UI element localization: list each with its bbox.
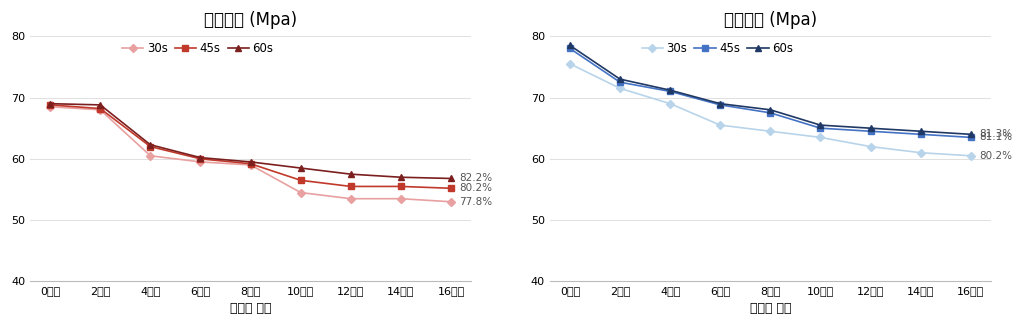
45s: [394, 185, 407, 188]
30s: [144, 154, 156, 158]
Text: 81.1%: 81.1%: [979, 132, 1013, 142]
60s: [664, 88, 677, 92]
45s: [94, 107, 107, 111]
Title: 인장강도 (Mpa): 인장강도 (Mpa): [204, 11, 297, 29]
Text: 80.2%: 80.2%: [459, 183, 492, 193]
45s: [295, 178, 307, 182]
30s: [964, 154, 977, 158]
45s: [714, 103, 726, 107]
45s: [614, 80, 626, 84]
60s: [144, 143, 156, 147]
45s: [764, 111, 776, 115]
30s: [295, 191, 307, 195]
30s: [664, 102, 677, 106]
60s: [614, 77, 626, 81]
30s: [94, 108, 107, 112]
60s: [865, 126, 877, 130]
Legend: 30s, 45s, 60s: 30s, 45s, 60s: [117, 37, 278, 60]
30s: [394, 197, 407, 201]
45s: [664, 89, 677, 93]
60s: [915, 129, 927, 133]
30s: [915, 151, 927, 155]
30s: [244, 163, 257, 167]
Legend: 30s, 45s, 60s: 30s, 45s, 60s: [637, 37, 798, 60]
30s: [44, 105, 56, 109]
X-axis label: 생분해 기간: 생분해 기간: [750, 302, 791, 315]
60s: [345, 172, 357, 176]
45s: [194, 157, 206, 161]
Line: 45s: 45s: [567, 46, 974, 140]
60s: [564, 43, 576, 47]
45s: [564, 47, 576, 51]
45s: [814, 126, 827, 130]
30s: [764, 129, 776, 133]
Text: 81.3%: 81.3%: [979, 129, 1013, 139]
30s: [564, 62, 576, 66]
45s: [244, 162, 257, 166]
60s: [44, 102, 56, 106]
45s: [345, 185, 357, 188]
30s: [194, 160, 206, 164]
60s: [394, 175, 407, 179]
Line: 60s: 60s: [567, 43, 974, 137]
X-axis label: 생분해 기간: 생분해 기간: [230, 302, 271, 315]
60s: [445, 176, 457, 180]
Title: 굴힌강도 (Mpa): 굴힌강도 (Mpa): [724, 11, 816, 29]
Line: 30s: 30s: [567, 61, 974, 158]
60s: [295, 166, 307, 170]
60s: [194, 156, 206, 159]
Text: 77.8%: 77.8%: [459, 197, 493, 207]
Line: 45s: 45s: [47, 102, 454, 191]
30s: [714, 123, 726, 127]
60s: [964, 132, 977, 136]
60s: [764, 108, 776, 112]
30s: [614, 86, 626, 90]
60s: [244, 160, 257, 164]
30s: [814, 135, 827, 139]
Text: 80.2%: 80.2%: [979, 151, 1013, 161]
45s: [915, 132, 927, 136]
30s: [445, 200, 457, 204]
45s: [964, 135, 977, 139]
60s: [714, 102, 726, 106]
45s: [44, 103, 56, 107]
Line: 60s: 60s: [47, 101, 454, 181]
30s: [865, 145, 877, 149]
60s: [814, 123, 827, 127]
30s: [345, 197, 357, 201]
60s: [94, 103, 107, 107]
45s: [865, 129, 877, 133]
Text: 82.2%: 82.2%: [459, 173, 493, 184]
45s: [144, 145, 156, 149]
Line: 30s: 30s: [47, 104, 454, 204]
45s: [445, 186, 457, 190]
